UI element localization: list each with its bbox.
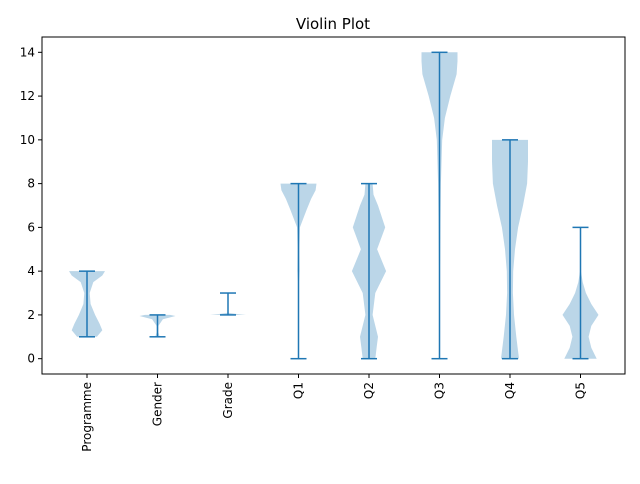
x-tick-label: Programme	[80, 382, 94, 452]
y-tick-label: 12	[20, 89, 35, 103]
plot-frame	[41, 36, 626, 375]
y-tick-label: 2	[27, 308, 35, 322]
violin-bodies	[69, 52, 599, 359]
x-tick-label: Q2	[362, 382, 376, 399]
y-tick-label: 4	[27, 264, 35, 278]
x-tick-label: Q4	[503, 382, 517, 399]
x-axis: Programme Gender Grade Q1 Q2 Q3 Q4 Q5	[80, 374, 588, 452]
x-tick-label: Q1	[292, 382, 306, 399]
x-tick-label: Q5	[574, 382, 588, 399]
y-tick-label: 14	[20, 45, 35, 59]
y-tick-label: 6	[27, 220, 35, 234]
y-axis: 0 2 4 6 8 10 12 14	[20, 45, 42, 366]
chart-title: Violin Plot	[296, 15, 370, 33]
violin-lines	[79, 51, 589, 360]
x-tick-label: Grade	[221, 382, 235, 419]
x-tick-label: Q3	[433, 382, 447, 399]
y-tick-label: 10	[20, 133, 35, 147]
y-tick-label: 0	[27, 352, 35, 366]
x-tick-label: Gender	[151, 382, 165, 426]
y-tick-label: 8	[27, 177, 35, 191]
